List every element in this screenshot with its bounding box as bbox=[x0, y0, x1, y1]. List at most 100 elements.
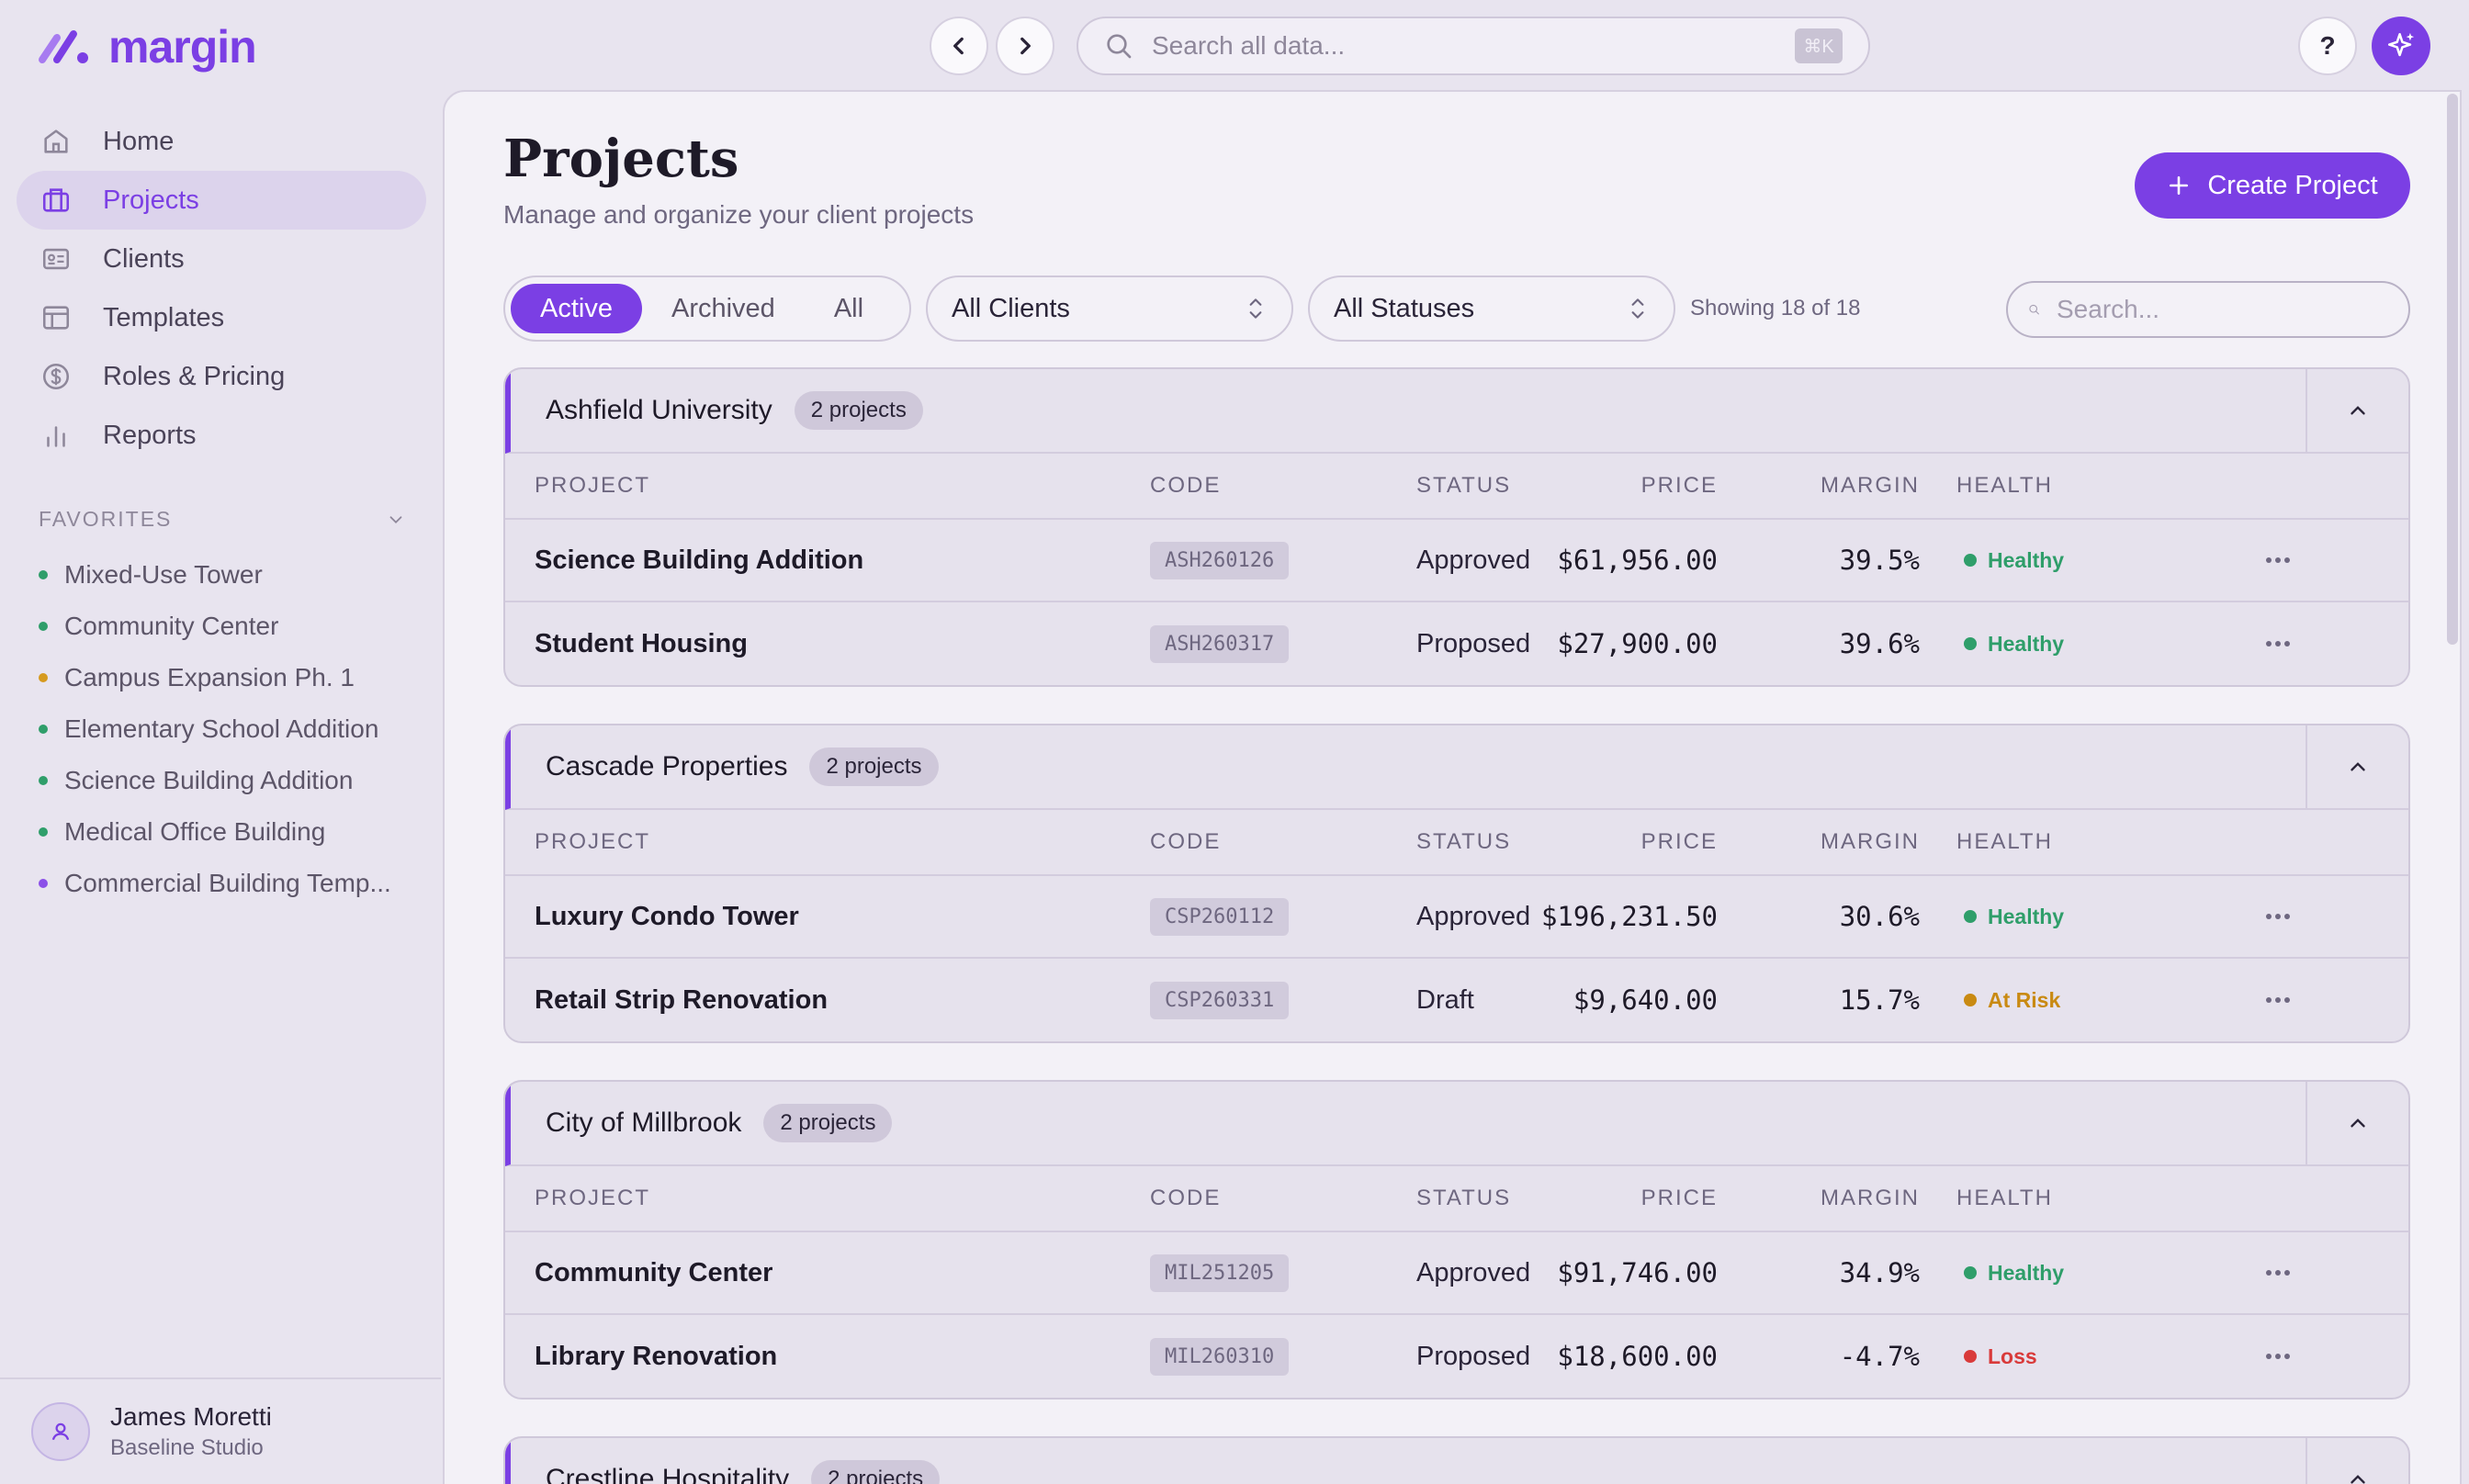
client-group-header[interactable]: City of Millbrook 2 projects bbox=[505, 1082, 2408, 1166]
health-badge: Loss bbox=[1964, 1315, 2037, 1398]
health-dot bbox=[1964, 994, 1977, 1006]
sidebar-item-projects[interactable]: Projects bbox=[17, 171, 426, 230]
favorite-item[interactable]: Commercial Building Temp... bbox=[39, 869, 391, 898]
column-header-code[interactable]: CODE bbox=[1150, 1186, 1222, 1210]
favorite-item[interactable]: Elementary School Addition bbox=[39, 714, 378, 744]
column-header-status[interactable]: STATUS bbox=[1416, 829, 1512, 854]
sidebar-item-clients[interactable]: Clients bbox=[17, 230, 426, 288]
column-header-price[interactable]: PRICE bbox=[1640, 1186, 1718, 1210]
project-price: $91,746.00 bbox=[1557, 1257, 1718, 1288]
row-more-button[interactable] bbox=[2250, 876, 2306, 957]
logo[interactable]: margin bbox=[37, 20, 257, 73]
sidebar-item-label: Reports bbox=[103, 420, 197, 450]
favorite-item[interactable]: Medical Office Building bbox=[39, 817, 325, 847]
tab-archived[interactable]: Archived bbox=[671, 293, 775, 323]
avatar bbox=[31, 1402, 90, 1461]
collapse-button[interactable] bbox=[2306, 725, 2408, 808]
user-profile[interactable]: James Moretti Baseline Studio bbox=[0, 1377, 441, 1484]
sidebar-item-label: Roles & Pricing bbox=[103, 361, 286, 391]
status-dot bbox=[39, 827, 48, 837]
row-more-button[interactable] bbox=[2250, 959, 2306, 1041]
table-row[interactable]: Library Renovation MIL260310 Proposed $1… bbox=[505, 1315, 2408, 1398]
favorite-item[interactable]: Science Building Addition bbox=[39, 766, 353, 795]
page-title: Projects bbox=[503, 129, 739, 189]
row-more-button[interactable] bbox=[2250, 1315, 2306, 1398]
project-code: ASH260126 bbox=[1150, 541, 1290, 579]
column-header-code[interactable]: CODE bbox=[1150, 473, 1222, 498]
sidebar-item-roles-pricing[interactable]: Roles & Pricing bbox=[17, 347, 426, 406]
favorite-item[interactable]: Mixed-Use Tower bbox=[39, 560, 263, 590]
collapse-button[interactable] bbox=[2306, 1438, 2408, 1484]
project-price: $61,956.00 bbox=[1557, 545, 1718, 576]
status-dot bbox=[39, 570, 48, 579]
favorite-label: Community Center bbox=[64, 612, 279, 640]
sidebar-item-reports[interactable]: Reports bbox=[17, 406, 426, 465]
project-name[interactable]: Science Building Addition bbox=[535, 545, 864, 575]
project-price: $27,900.00 bbox=[1557, 628, 1718, 659]
sidebar-item-templates[interactable]: Templates bbox=[17, 288, 426, 347]
project-name[interactable]: Student Housing bbox=[535, 628, 748, 658]
table-row[interactable]: Science Building Addition ASH260126 Appr… bbox=[505, 520, 2408, 602]
column-header-code[interactable]: CODE bbox=[1150, 829, 1222, 854]
table-row[interactable]: Community Center MIL251205 Approved $91,… bbox=[505, 1232, 2408, 1315]
favorite-item[interactable]: Community Center bbox=[39, 612, 278, 641]
tab-active[interactable]: Active bbox=[511, 284, 642, 333]
row-more-button[interactable] bbox=[2250, 1232, 2306, 1313]
ai-assistant-button[interactable] bbox=[2372, 17, 2430, 75]
column-header-project[interactable]: PROJECT bbox=[535, 473, 651, 498]
collapse-button[interactable] bbox=[2306, 369, 2408, 452]
project-name[interactable]: Retail Strip Renovation bbox=[535, 984, 829, 1015]
project-name[interactable]: Library Renovation bbox=[535, 1341, 778, 1371]
help-button[interactable]: ? bbox=[2298, 17, 2357, 75]
column-header-margin[interactable]: MARGIN bbox=[1821, 1186, 1920, 1210]
home-icon bbox=[44, 129, 68, 153]
column-header-margin[interactable]: MARGIN bbox=[1821, 473, 1920, 498]
column-header-status[interactable]: STATUS bbox=[1416, 1186, 1512, 1210]
project-name[interactable]: Community Center bbox=[535, 1257, 773, 1287]
project-status: Proposed bbox=[1416, 1341, 1531, 1371]
user-icon bbox=[51, 1422, 70, 1441]
favorite-label: Campus Expansion Ph. 1 bbox=[64, 663, 355, 691]
project-name[interactable]: Luxury Condo Tower bbox=[535, 901, 799, 931]
tab-all[interactable]: All bbox=[833, 293, 864, 323]
column-header-status[interactable]: STATUS bbox=[1416, 473, 1512, 498]
column-header-price[interactable]: PRICE bbox=[1640, 473, 1718, 498]
table-row[interactable]: Retail Strip Renovation CSP260331 Draft … bbox=[505, 959, 2408, 1041]
favorites-header-label: FAVORITES bbox=[39, 507, 173, 531]
project-price: $9,640.00 bbox=[1573, 984, 1718, 1016]
column-header-health[interactable]: HEALTH bbox=[1956, 1186, 2053, 1210]
project-status: Approved bbox=[1416, 1257, 1531, 1287]
collapse-button[interactable] bbox=[2306, 1082, 2408, 1164]
client-group: City of Millbrook 2 projects PROJECT COD… bbox=[503, 1080, 2410, 1400]
client-group-header[interactable]: Crestline Hospitality 2 projects bbox=[505, 1438, 2408, 1484]
project-search[interactable] bbox=[2006, 281, 2410, 338]
table-row[interactable]: Luxury Condo Tower CSP260112 Approved $1… bbox=[505, 876, 2408, 959]
row-more-button[interactable] bbox=[2250, 602, 2306, 685]
client-filter-dropdown[interactable]: All Clients bbox=[926, 275, 1293, 342]
column-header-health[interactable]: HEALTH bbox=[1956, 829, 2053, 854]
global-search[interactable]: ⌘K bbox=[1077, 17, 1870, 75]
health-badge: Healthy bbox=[1964, 876, 2064, 957]
client-group-header[interactable]: Ashfield University 2 projects bbox=[505, 369, 2408, 454]
project-status: Proposed bbox=[1416, 628, 1531, 658]
table-row[interactable]: Student Housing ASH260317 Proposed $27,9… bbox=[505, 602, 2408, 685]
row-more-button[interactable] bbox=[2250, 520, 2306, 601]
favorite-item[interactable]: Campus Expansion Ph. 1 bbox=[39, 663, 355, 692]
client-group-header[interactable]: Cascade Properties 2 projects bbox=[505, 725, 2408, 810]
sidebar-item-home[interactable]: Home bbox=[17, 112, 426, 171]
logo-mark-icon bbox=[39, 30, 88, 63]
create-project-button[interactable]: Create Project bbox=[2135, 152, 2410, 219]
project-code: CSP260331 bbox=[1150, 981, 1290, 1019]
column-header-project[interactable]: PROJECT bbox=[535, 829, 651, 854]
forward-button[interactable] bbox=[996, 17, 1054, 75]
column-header-health[interactable]: HEALTH bbox=[1956, 473, 2053, 498]
status-filter-dropdown[interactable]: All Statuses bbox=[1308, 275, 1675, 342]
global-search-input[interactable] bbox=[1152, 31, 1795, 61]
column-header-price[interactable]: PRICE bbox=[1640, 829, 1718, 854]
back-button[interactable] bbox=[930, 17, 988, 75]
project-search-input[interactable] bbox=[2057, 295, 2388, 324]
column-header-margin[interactable]: MARGIN bbox=[1821, 829, 1920, 854]
scrollbar[interactable] bbox=[2447, 94, 2458, 645]
favorites-header[interactable]: FAVORITES bbox=[39, 507, 406, 532]
column-header-project[interactable]: PROJECT bbox=[535, 1186, 651, 1210]
